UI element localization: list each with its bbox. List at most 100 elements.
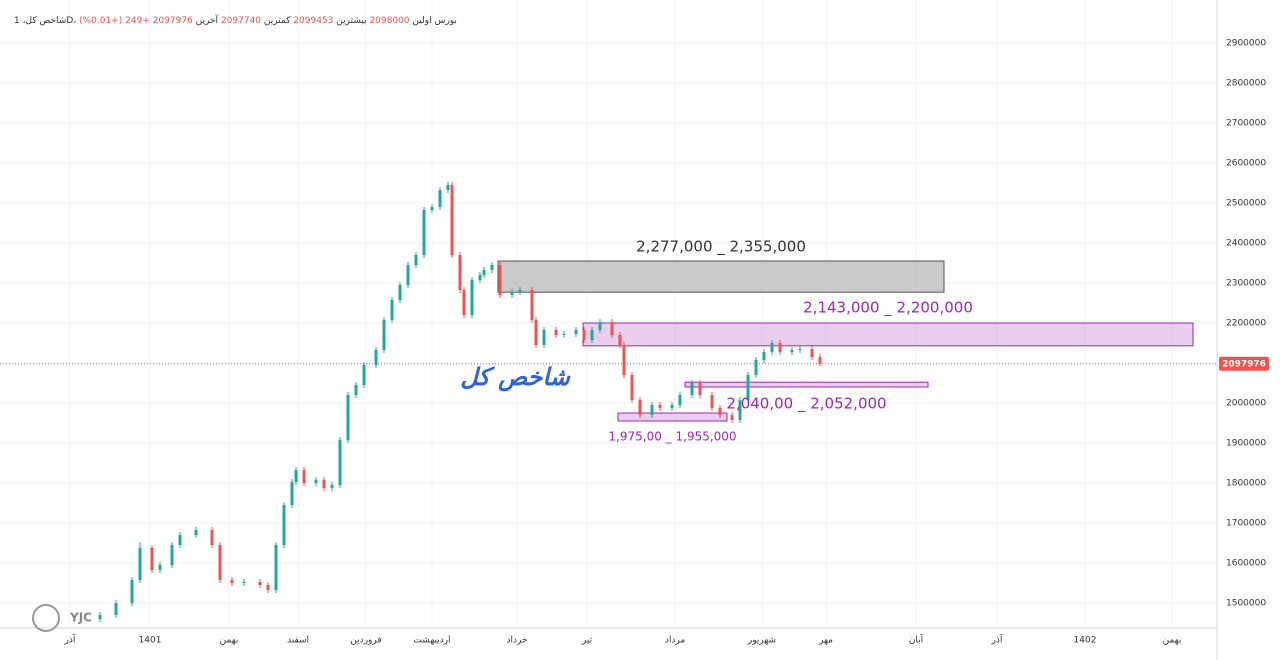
candle-body: [790, 350, 794, 352]
zone-label: 2,040,00 _ 2,052,000: [726, 395, 886, 414]
x-tick-label: آبان: [909, 634, 924, 646]
zone: [684, 381, 929, 388]
candle-body: [770, 343, 774, 352]
candle-body: [482, 270, 486, 275]
candle-body: [810, 349, 814, 357]
y-tick-label: 2400000: [1226, 239, 1266, 249]
candle-body: [346, 395, 350, 440]
y-tick-label: 2500000: [1226, 199, 1266, 209]
candle-body: [478, 275, 482, 280]
header-change: +249 (+0.01%): [79, 16, 150, 26]
candle-body: [678, 395, 682, 405]
candle-body: [406, 265, 410, 285]
candle-body: [274, 545, 278, 590]
zone: [497, 260, 945, 293]
candle-body: [322, 480, 326, 488]
header-label: کمترین: [264, 16, 291, 26]
candle-body: [778, 343, 782, 352]
candle-body: [138, 548, 142, 580]
x-tick-label: مرداد: [665, 636, 685, 646]
candle-body: [158, 565, 162, 570]
y-tick-label: 2600000: [1226, 159, 1266, 169]
header-label: آخرین: [196, 14, 219, 26]
x-tick-label: بهمن: [220, 636, 239, 646]
candle-body: [746, 375, 750, 400]
zone: [582, 322, 1194, 347]
x-tick-label: شهریور: [747, 636, 776, 646]
candle-body: [294, 470, 298, 482]
candle-body: [450, 185, 454, 255]
zone-label: 2,277,000 _ 2,355,000: [636, 238, 806, 257]
header-value: 2097740: [221, 16, 261, 26]
candle-body: [618, 335, 622, 345]
y-tick-label: 1500000: [1226, 599, 1266, 609]
x-tick-label: 1402: [1074, 636, 1097, 646]
y-tick-label: 1600000: [1226, 559, 1266, 569]
candle-body: [630, 375, 634, 400]
candle-body: [610, 322, 614, 335]
candle-body: [210, 530, 214, 545]
candle-body: [282, 505, 286, 545]
last-price-box: [1219, 356, 1269, 371]
candle-body: [362, 365, 366, 385]
y-tick-label: 1900000: [1226, 439, 1266, 449]
y-tick-label: 2000000: [1226, 399, 1266, 409]
candle-body: [130, 580, 134, 603]
x-tick-label: اردیبهشت: [413, 636, 450, 646]
y-tick-label: 1800000: [1226, 479, 1266, 489]
y-tick-label: 2800000: [1226, 79, 1266, 89]
candle-body: [170, 545, 174, 565]
zones: [497, 260, 1194, 422]
overlay: شاخص کل YJC 2,277,000 _ 2,355,000 2,143,0…: [32, 238, 973, 632]
candle-body: [178, 535, 182, 545]
candle-body: [414, 255, 418, 265]
y-tick-label: 2700000: [1226, 119, 1266, 129]
candle-body: [670, 405, 674, 408]
candle-body: [598, 322, 602, 330]
candle-body: [554, 330, 558, 335]
header-label: اولین: [412, 16, 431, 26]
y-tick-label: 2300000: [1226, 279, 1266, 289]
candle-body: [762, 352, 766, 360]
candle-body: [590, 330, 594, 340]
x-tick-label: مهر: [818, 636, 833, 646]
candle-body: [518, 290, 522, 292]
candle-body: [114, 603, 118, 615]
candle-body: [354, 385, 358, 395]
x-tick-label: بهمن: [1163, 636, 1182, 646]
candle-body: [690, 383, 694, 395]
candle-body: [574, 330, 578, 334]
logo-icon: [32, 604, 60, 632]
candle-body: [194, 530, 198, 535]
candle-body: [818, 357, 822, 364]
zone-label: 2,143,000 _ 2,200,000: [803, 299, 973, 318]
candle-body: [230, 580, 234, 583]
candle-body: [718, 408, 722, 415]
x-tick-label: فروردین: [350, 636, 381, 646]
zone-label: 1,975,00 _ 1,955,000: [608, 430, 736, 444]
candle-body: [242, 582, 246, 583]
candle-body: [738, 400, 742, 420]
candle-body: [498, 265, 502, 295]
candle-body: [562, 334, 566, 335]
candle-body: [374, 350, 378, 365]
header: شاخص کل، 1D، بورس اولین 2098000 بیشترین …: [14, 14, 457, 26]
candle-body: [490, 265, 494, 270]
x-tick-label: خرداد: [506, 636, 527, 646]
candle-body: [798, 349, 802, 350]
candle-body: [458, 255, 462, 290]
header-value: 2099453: [293, 16, 333, 26]
candle-body: [98, 615, 102, 619]
y-tick-label: 2900000: [1226, 39, 1266, 49]
candle-body: [754, 360, 758, 375]
candle-body: [258, 582, 262, 585]
candle-body: [698, 383, 702, 395]
chart-title: شاخص کل: [460, 363, 571, 392]
candle-body: [470, 280, 474, 315]
y-tick-label: 1700000: [1226, 519, 1266, 529]
candle-body: [462, 290, 466, 315]
candle-body: [582, 330, 586, 340]
candle-body: [330, 485, 334, 488]
